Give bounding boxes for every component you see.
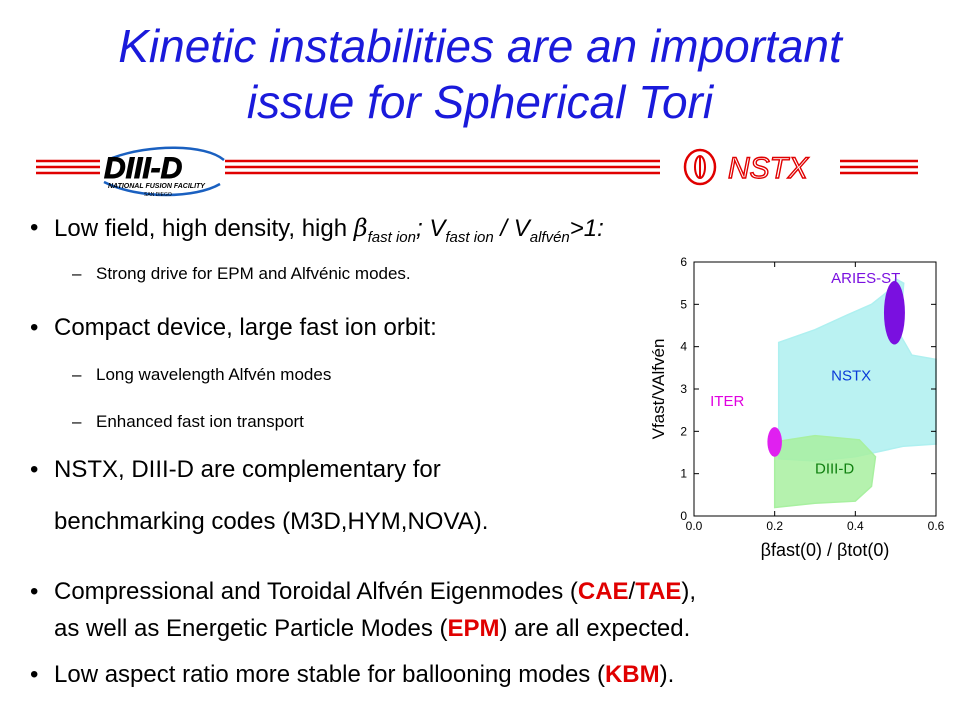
x-tick-label: 0.4	[847, 519, 864, 533]
epm-highlight: EPM	[447, 615, 500, 642]
region-iter	[767, 427, 782, 457]
sub-bullet-2a-text: Long wavelength Alfvén modes	[96, 365, 332, 384]
nstx-logo: NSTX	[672, 146, 837, 190]
b4-line2a: as well as Energetic Particle Modes (	[54, 615, 448, 642]
b1-sub-alfven: alfvén	[529, 228, 570, 246]
y-tick-label: 4	[680, 340, 687, 354]
y-tick-label: 5	[680, 297, 687, 311]
slide-title: Kinetic instabilities are an important i…	[0, 18, 960, 130]
x-tick-label: 0.0	[686, 519, 703, 533]
y-tick-label: 0	[680, 509, 687, 523]
bullet-3-line-1: NSTX, DIII-D are complementary for	[54, 456, 441, 483]
diiid-logo-subtitle: NATIONAL FUSION FACILITY	[108, 183, 206, 190]
dash: –	[72, 365, 82, 384]
nstx-torus-icon	[683, 148, 717, 186]
diiid-logo-text: DIII-D	[104, 152, 182, 185]
sub-bullet-2b-text: Enhanced fast ion transport	[96, 412, 304, 431]
beta-symbol: β	[353, 214, 368, 242]
parameter-space-chart: 0 1 2 3 4 5 6 0.0 0.2 0.4 0.6 ARIES-ST NSTX ITER DIII-…	[649, 255, 945, 560]
region-label: DIII-D	[815, 461, 854, 478]
bullet-dot: •	[30, 578, 39, 605]
title-line-1: Kinetic instabilities are an important	[118, 20, 842, 72]
b5-a: Low aspect ratio more stable for balloon…	[54, 661, 605, 688]
y-axis-label: Vfast/VAlfvén	[649, 339, 668, 440]
region-aries-st	[883, 281, 905, 345]
b1-mid: ; V	[416, 215, 446, 242]
b4-b: ),	[681, 578, 697, 605]
kbm-highlight: KBM	[604, 661, 660, 688]
b1-slash: / V	[493, 215, 530, 242]
bullet-dot: •	[30, 214, 39, 241]
y-tick-label: 3	[680, 382, 687, 396]
cae-highlight: CAE	[577, 578, 629, 605]
b4-line2b: ) are all expected.	[499, 615, 691, 642]
logo-banner: DIII-D NATIONAL FUSION FACILITY SAN DIEG…	[36, 146, 918, 198]
title-line-2: issue for Spherical Tori	[246, 76, 714, 128]
banner-stripes-right	[840, 159, 918, 175]
b1-pre: Low field, high density, high	[54, 215, 354, 242]
bullet-4-line-1: Compressional and Toroidal Alfvén Eigenm…	[54, 577, 696, 607]
y-tick-label: 2	[680, 424, 687, 438]
region-label: ARIES-ST	[831, 270, 900, 287]
y-tick-label: 6	[680, 255, 687, 269]
x-tick-label: 0.2	[766, 519, 783, 533]
bullet-5-text: Low aspect ratio more stable for balloon…	[54, 660, 674, 690]
tae-highlight: TAE	[635, 578, 682, 605]
bullet-2-text: Compact device, large fast ion orbit:	[54, 314, 437, 341]
b1-post: >1:	[569, 215, 604, 242]
sub-bullet-1-text: Strong drive for EPM and Alfvénic modes.	[96, 264, 411, 283]
bullet-1-text: Low field, high density, high βfast ion;…	[54, 213, 604, 253]
bullet-dot: •	[30, 314, 39, 341]
bullet-4-line-2: as well as Energetic Particle Modes (EPM…	[54, 614, 690, 644]
b1-sub-fast-ion: fast ion	[367, 228, 416, 246]
b5-b: ).	[659, 661, 675, 688]
bullet-3-line-2: benchmarking codes (M3D,HYM,NOVA).	[54, 508, 489, 535]
bullet-dot: •	[30, 456, 39, 483]
b4-a: Compressional and Toroidal Alfvén Eigenm…	[54, 578, 578, 605]
y-tick-label: 1	[680, 467, 687, 481]
x-tick-label: 0.6	[928, 519, 945, 533]
region-label: NSTX	[831, 368, 871, 385]
dash: –	[72, 412, 82, 431]
region-diii-d	[773, 434, 877, 509]
x-axis-label: βfast(0) / βtot(0)	[761, 540, 890, 560]
b1-sub-fast-ion-2: fast ion	[445, 228, 494, 246]
dash: –	[72, 264, 82, 283]
nstx-logo-text: NSTX	[728, 152, 809, 185]
bullet-dot: •	[30, 661, 39, 688]
b4-slash: /	[628, 578, 636, 605]
diiid-logo-city: SAN DIEGO	[144, 192, 172, 198]
diiid-logo: DIII-D NATIONAL FUSION FACILITY SAN DIEG…	[100, 146, 225, 198]
region-label: ITER	[710, 393, 744, 410]
